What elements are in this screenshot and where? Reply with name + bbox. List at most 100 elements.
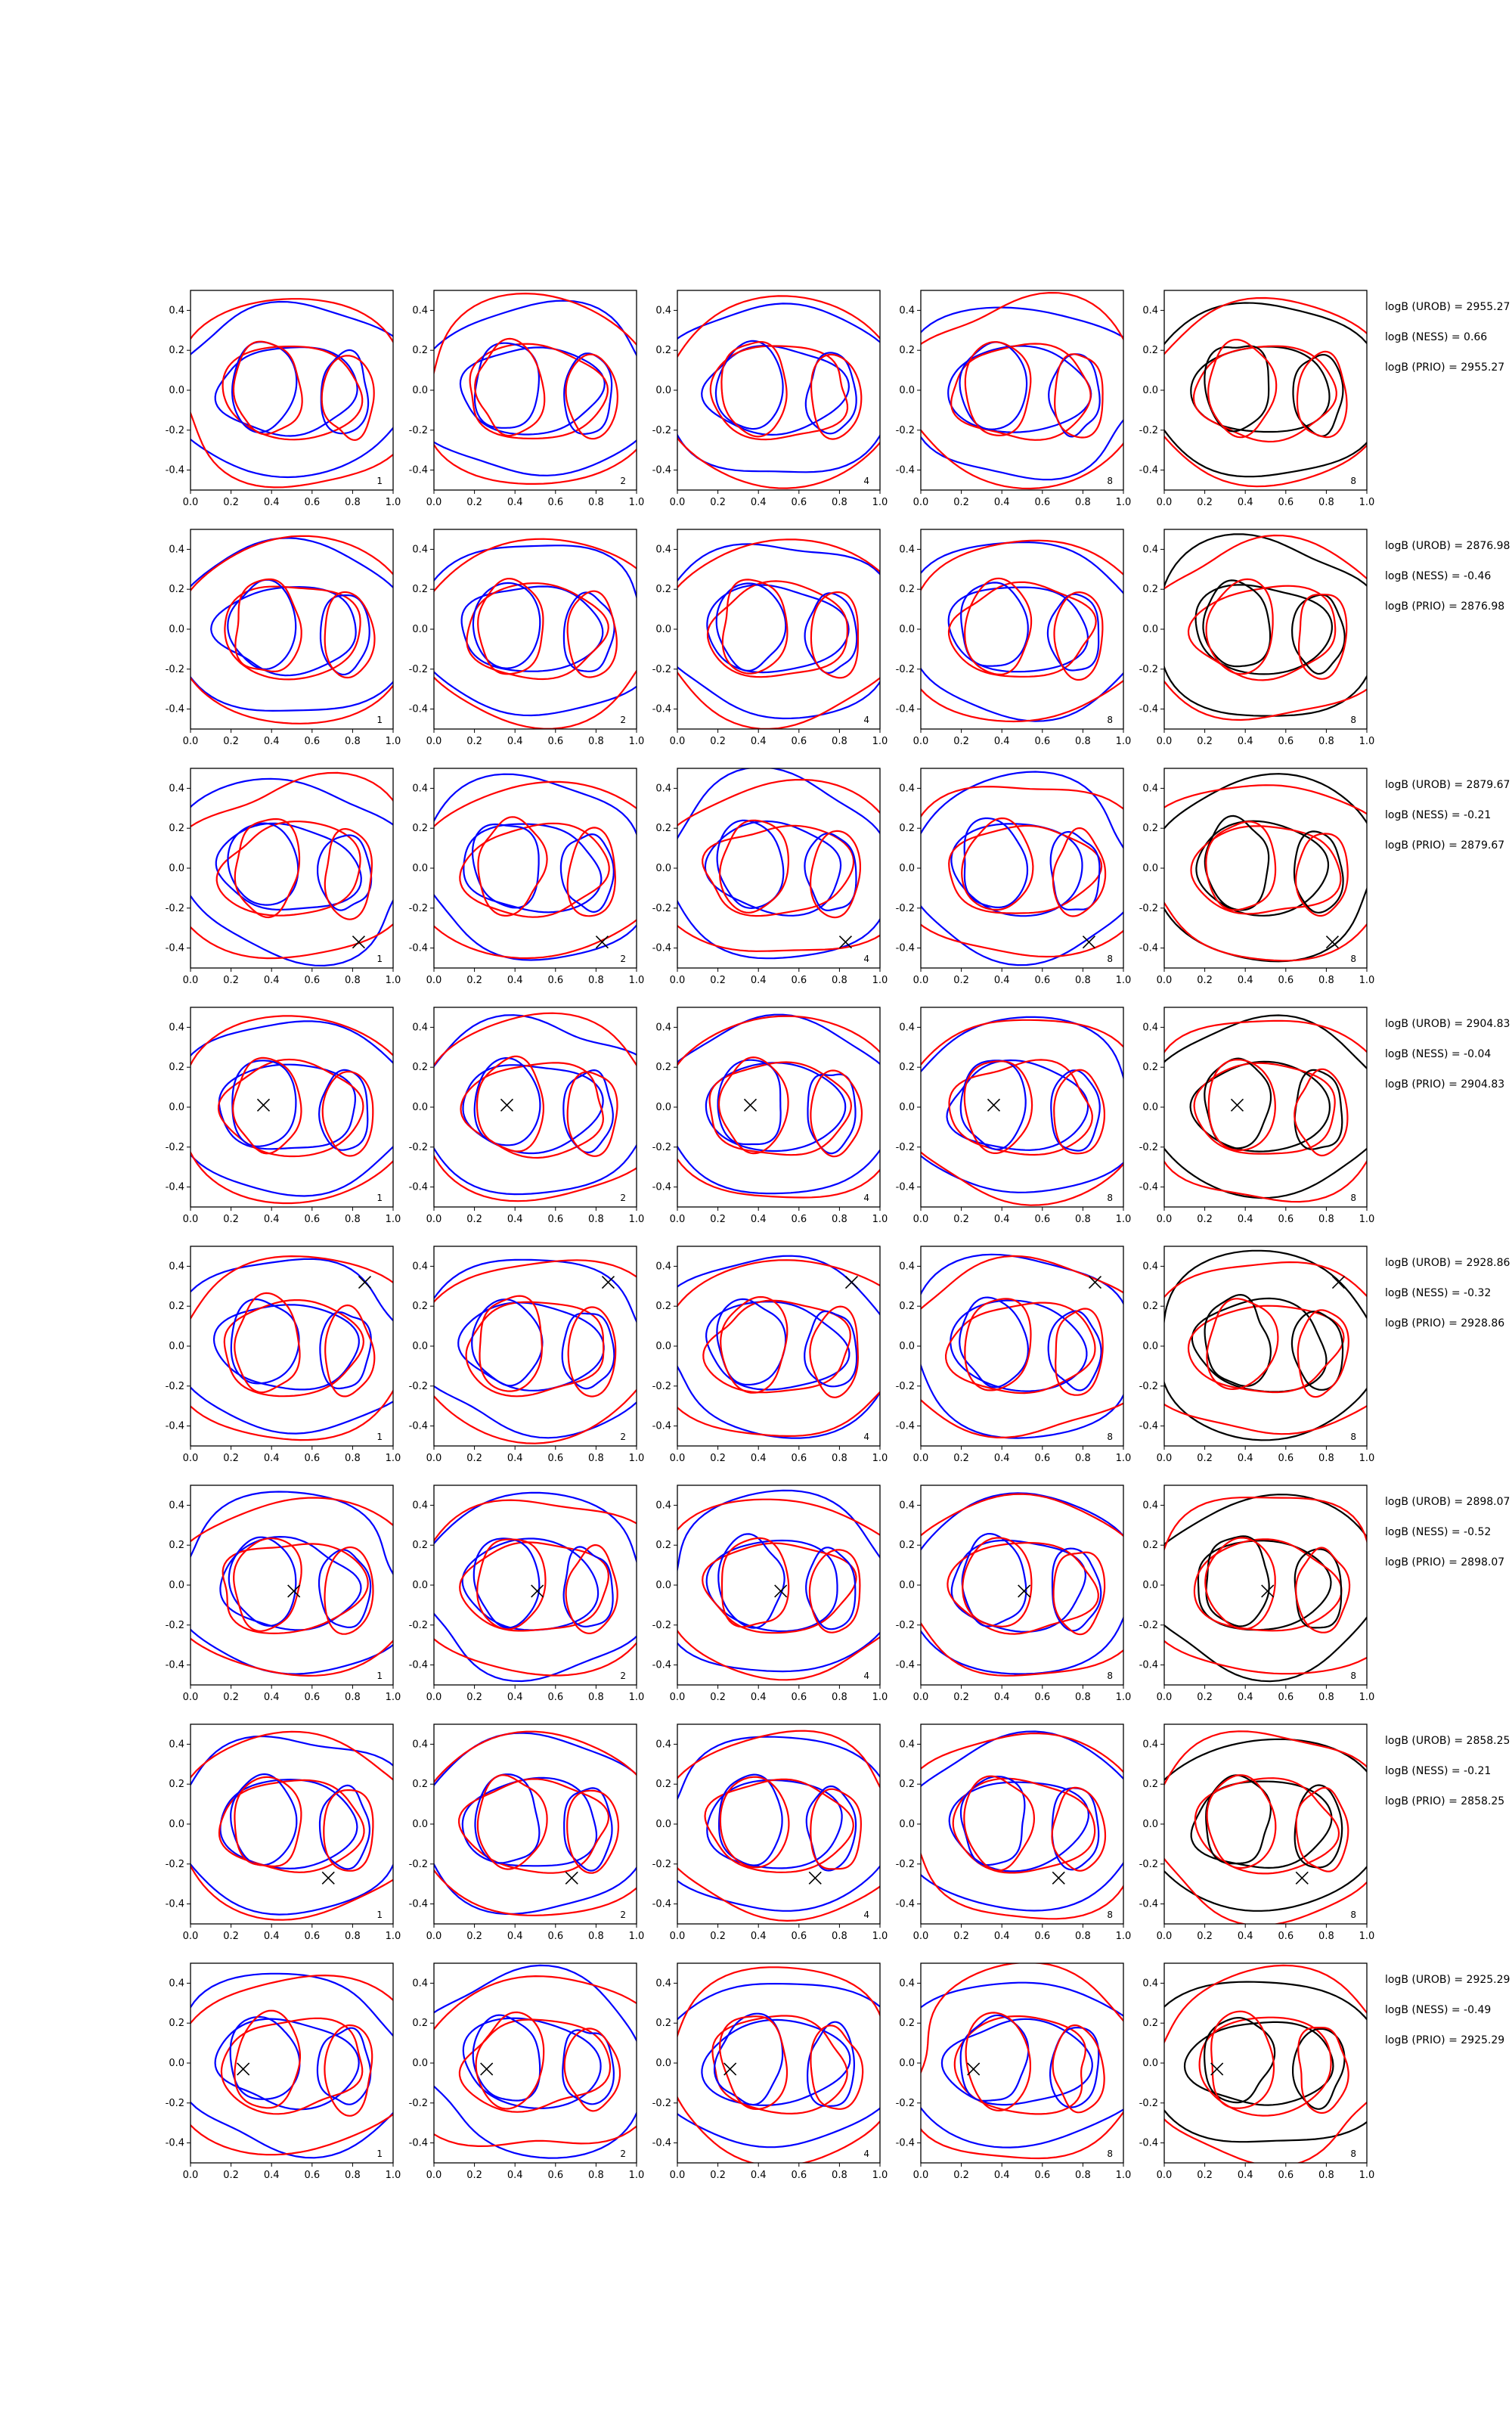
contour-line	[227, 822, 299, 906]
y-tick-label: -0.4	[166, 1660, 184, 1671]
x-tick-label: 0.0	[913, 2170, 929, 2181]
subplot-panel: 0.0 0.2 0.4 0.6 0.8 1.0 0.4 0.2 0.0 -0.2 -0.4 1	[166, 1007, 401, 1225]
contour-line	[713, 2012, 784, 2106]
contour-group	[434, 1730, 637, 1916]
contour-group	[434, 1964, 637, 2159]
y-tick-label: 0.2	[899, 1540, 915, 1551]
x-tick-label: 1.0	[1116, 1453, 1132, 1464]
x-tick-label: 0.0	[183, 2170, 199, 2181]
y-tick-label: -0.2	[652, 425, 671, 436]
x-tick-label: 0.8	[345, 736, 361, 747]
y-tick-label: 0.2	[1142, 2018, 1158, 2029]
contour-line	[475, 2011, 545, 2110]
y-tick-label: 0.4	[169, 1261, 184, 1272]
y-tick-label: -0.4	[652, 1660, 671, 1671]
subplot-panel: 0.0 0.2 0.4 0.6 0.8 1.0 0.4 0.2 0.0 -0.2 -0.4 2	[409, 1246, 644, 1464]
y-tick-label: 0.2	[412, 823, 428, 834]
contour-line	[806, 2021, 856, 2107]
contour-line	[434, 292, 637, 485]
stat-text: logB (NESS) = -0.04	[1385, 1048, 1491, 1060]
y-tick-label: -0.4	[896, 1660, 915, 1671]
contour-group	[677, 1489, 880, 1681]
y-tick-label: 0.0	[412, 624, 428, 635]
contour-line	[950, 1299, 1088, 1392]
y-tick-label: -0.4	[896, 943, 915, 954]
x-tick-label: 0.0	[1157, 497, 1173, 508]
y-tick-label: -0.4	[166, 1899, 184, 1910]
x-tick-label: 1.0	[872, 497, 888, 508]
contour-line	[1290, 594, 1346, 675]
x-tick-label: 1.0	[1116, 736, 1132, 747]
x-tick-label: 0.4	[994, 2170, 1010, 2181]
x-tick-label: 0.6	[791, 497, 807, 508]
subplot-panel: 0.0 0.2 0.4 0.6 0.8 1.0 0.4 0.2 0.0 -0.2 -0.4 1	[166, 768, 401, 986]
x-tick-label: 0.0	[426, 736, 442, 747]
contour-line	[1164, 1014, 1367, 1199]
contour-group	[191, 1491, 393, 1677]
contour-line	[805, 1547, 857, 1630]
panel-number: 1	[376, 715, 383, 725]
x-tick-label: 0.8	[1318, 975, 1334, 986]
x-tick-label: 0.6	[304, 1931, 320, 1942]
stat-text: logB (UROB) = 2876.98	[1385, 540, 1510, 552]
contour-line	[457, 1778, 610, 1874]
y-tick-label: 0.0	[412, 2058, 428, 2069]
y-tick-label: -0.4	[166, 1421, 184, 1432]
x-tick-label: 0.8	[588, 1214, 604, 1225]
x-tick-label: 0.0	[913, 497, 929, 508]
contour-group	[921, 539, 1123, 723]
contour-group	[434, 1012, 637, 1202]
subplot-panel: 0.0 0.2 0.4 0.6 0.8 1.0 0.4 0.2 0.0 -0.2 -0.4 4	[652, 290, 888, 508]
x-tick-label: 0.6	[1034, 497, 1050, 508]
contour-line	[964, 1298, 1032, 1392]
contour-line	[1292, 2028, 1346, 2110]
stat-text: logB (UROB) = 2879.67	[1385, 779, 1510, 791]
contour-line	[1047, 1310, 1102, 1392]
contour-group	[434, 773, 637, 961]
x-tick-label: 0.2	[223, 1214, 239, 1225]
contour-line	[959, 1296, 1030, 1388]
subplot-panel: 0.0 0.2 0.4 0.6 0.8 1.0 0.4 0.2 0.0 -0.2 -0.4 8	[1139, 1723, 1374, 1942]
y-tick-label: 0.0	[899, 863, 915, 874]
x-tick-label: 0.6	[304, 2170, 320, 2181]
subplot-panel: 0.0 0.2 0.4 0.6 0.8 1.0 0.4 0.2 0.0 -0.2 -0.4 8	[1139, 1485, 1374, 1703]
contour-line	[214, 2018, 360, 2111]
contour-line	[961, 1532, 1027, 1627]
y-tick-label: -0.2	[652, 2098, 671, 2109]
contour-line	[677, 1489, 880, 1673]
y-tick-label: 0.0	[899, 1341, 915, 1352]
x-tick-label: 0.6	[1278, 1692, 1294, 1703]
y-tick-label: -0.4	[1139, 1660, 1158, 1671]
contour-line	[701, 344, 850, 436]
contour-line	[566, 590, 618, 678]
contour-line	[1050, 1069, 1101, 1152]
stat-text: logB (UROB) = 2904.83	[1385, 1018, 1510, 1030]
contour-line	[317, 834, 373, 911]
x-tick-label: 0.8	[345, 1931, 361, 1942]
y-tick-label: -0.4	[409, 1899, 428, 1910]
contour-line	[1292, 354, 1344, 437]
panel-number: 4	[863, 2149, 869, 2159]
contour-line	[702, 824, 855, 917]
contour-line	[319, 1311, 372, 1390]
subplot-panel: 0.0 0.2 0.4 0.6 0.8 1.0 0.4 0.2 0.0 -0.2 -0.4 1	[166, 290, 401, 508]
stat-text: logB (NESS) = -0.46	[1385, 570, 1491, 582]
x-tick-label: 0.4	[994, 1214, 1010, 1225]
y-tick-label: 0.0	[1142, 1819, 1158, 1830]
y-tick-label: 0.2	[169, 823, 184, 834]
contour-line	[717, 1056, 789, 1155]
contour-line	[234, 578, 302, 672]
contour-group	[434, 538, 637, 729]
panel-number: 4	[863, 1671, 869, 1681]
panel-number: 2	[620, 1910, 626, 1920]
y-tick-label: -0.2	[409, 664, 428, 675]
x-tick-label: 0.4	[507, 736, 523, 747]
contour-line	[1052, 827, 1107, 917]
y-tick-label: -0.2	[409, 425, 428, 436]
x-tick-label: 1.0	[1116, 497, 1132, 508]
contour-group	[191, 1255, 393, 1441]
contour-group	[921, 291, 1123, 490]
x-tick-label: 0.6	[304, 497, 320, 508]
contour-line	[959, 341, 1028, 430]
contour-line	[964, 577, 1033, 675]
